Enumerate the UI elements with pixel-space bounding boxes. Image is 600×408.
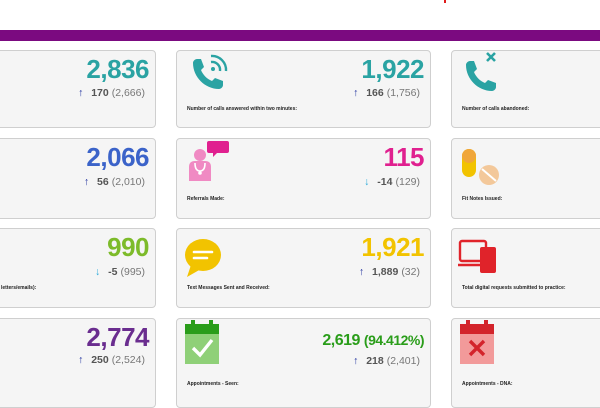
- arrow-up-icon: ↑: [358, 266, 365, 278]
- arrow-down-icon: ↓: [364, 176, 370, 188]
- stat-label: Appointments - DNA:: [462, 381, 513, 387]
- arrow-up-icon: ↑: [353, 355, 359, 367]
- stat-label: letters/emails):: [1, 285, 37, 291]
- header-bar: [0, 30, 600, 41]
- stat-value: 115: [383, 142, 425, 172]
- stat-percentage: (94.412%): [363, 332, 425, 348]
- stat-label: Referrals Made:: [187, 196, 225, 202]
- arrow-up-icon: ↑: [353, 87, 359, 99]
- calendar-check-icon: [185, 320, 219, 364]
- delta-value: 218: [366, 355, 384, 367]
- arrow-up-icon: ↑: [78, 354, 84, 366]
- stat-value: 2,066: [86, 142, 149, 172]
- previous-value: (2,401): [386, 355, 420, 367]
- card-r2c3: Fit Notes Issued:: [451, 138, 600, 219]
- stat-change: ↑ 56 (2,010): [82, 176, 145, 188]
- card-r3c3: Total digital requests submitted to prac…: [451, 228, 600, 308]
- card-r2c1: 2,066 ↑ 56 (2,010): [0, 138, 156, 219]
- card-r2c2: 115 ↓ -14 (129) Referrals Made:: [176, 138, 431, 219]
- stat-change: ↑ 170 (2,666): [76, 87, 145, 99]
- card-r1c3: Number of calls abandoned:: [451, 50, 600, 128]
- stat-number: 2,619: [322, 332, 360, 349]
- delta-value: -5: [108, 266, 118, 278]
- card-r4c2: 2,619 (94.412%) ↑ 218 (2,401) Appointments …: [176, 318, 431, 408]
- delta-value: -14: [377, 176, 393, 188]
- previous-value: (995): [120, 266, 145, 278]
- stat-value: 2,619 (94.412%): [322, 332, 424, 349]
- arrow-up-icon: ↑: [78, 87, 84, 99]
- phone-wifi-icon: [193, 54, 228, 89]
- card-r3c1: 990 ↓ -5 (995) letters/emails):: [0, 228, 156, 308]
- stat-value: 2,836: [86, 54, 149, 84]
- delta-value: 170: [91, 87, 109, 99]
- referral-doctor-icon: [189, 141, 229, 181]
- stat-value: 1,921: [361, 232, 424, 262]
- stat-change: ↑ 250 (2,524): [76, 354, 145, 366]
- previous-value: (2,010): [111, 176, 145, 188]
- stat-value: 1,922: [361, 54, 424, 84]
- previous-value: (2,666): [111, 87, 145, 99]
- stat-change: ↓ -14 (129): [362, 176, 420, 188]
- stat-value: 990: [107, 232, 149, 262]
- previous-value: (2,524): [111, 354, 145, 366]
- stat-change: ↑ 166 (1,756): [351, 87, 420, 99]
- arrow-down-icon: ↓: [95, 266, 101, 278]
- card-r4c1: 2,774 ↑ 250 (2,524): [0, 318, 156, 408]
- stat-label: Fit Notes Issued:: [462, 196, 503, 202]
- card-r1c1: 2,836 ↑ 170 (2,666): [0, 50, 156, 128]
- previous-value: (32): [401, 266, 420, 278]
- delta-value: 166: [366, 87, 384, 99]
- delta-value: 250: [91, 354, 109, 366]
- header-marker: [444, 0, 446, 3]
- delta-value: 1,889: [372, 266, 399, 278]
- stat-label: Total digital requests submitted to prac…: [462, 285, 566, 291]
- chat-bubble-icon: [185, 239, 221, 277]
- devices-icon: [458, 239, 496, 273]
- previous-value: (1,756): [386, 87, 420, 99]
- card-r3c2: 1,921 ↑ 1,889 (32) Text Messages Sent and …: [176, 228, 431, 308]
- calendar-cross-icon: [460, 320, 494, 364]
- stat-change: ↓ -5 (995): [93, 266, 145, 278]
- stat-label: Number of calls answered within two minu…: [187, 106, 298, 112]
- card-r1c2: 1,922 ↑ 166 (1,756) Number of calls answer…: [176, 50, 431, 128]
- delta-value: 56: [97, 176, 109, 188]
- stat-change: ↑ 218 (2,401): [351, 355, 420, 367]
- stat-label: Text Messages Sent and Received:: [187, 285, 270, 291]
- card-r4c3: Appointments - DNA:: [451, 318, 600, 408]
- stat-value: 2,774: [86, 322, 149, 352]
- phone-cross-icon: [466, 52, 496, 91]
- pills-icon: [462, 149, 499, 185]
- arrow-up-icon: ↑: [83, 176, 90, 188]
- stat-label: Number of calls abandoned:: [462, 106, 530, 112]
- stat-change: ↑ 1,889 (32): [357, 266, 420, 278]
- previous-value: (129): [395, 176, 420, 188]
- stat-label: Appointments - Seen:: [187, 381, 239, 387]
